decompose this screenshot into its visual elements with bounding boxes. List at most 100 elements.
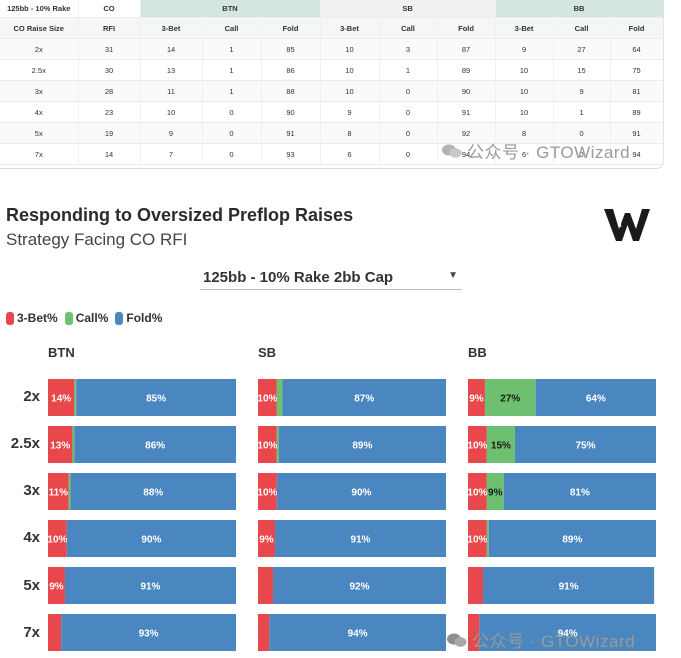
table-cell: 0	[553, 143, 611, 165]
table-cell: 9	[495, 38, 554, 60]
table-cell: 30	[78, 59, 141, 81]
bar-bb-fold-5x	[483, 567, 655, 604]
bar-sb-threebet-7x	[258, 614, 270, 651]
bar-bb-fold-2-5x	[515, 426, 656, 463]
table-group-sb: SB	[320, 0, 496, 18]
table-cell: 11	[140, 80, 203, 102]
results-table: 125bb - 10% Rake CO BTN SB BB CO Raise S…	[0, 0, 663, 165]
bar-btn-fold-5x	[64, 567, 236, 604]
scenario-dropdown[interactable]: 125bb - 10% Rake 2bb Cap ▼	[200, 265, 462, 290]
bar-sb-fold-2x	[282, 379, 446, 416]
table-col-header: Call	[379, 17, 438, 39]
bar-bb-call-2-5x	[486, 426, 515, 463]
table-cell: 10	[495, 59, 554, 81]
bar-label-bb-threebet-3x: 10%	[467, 488, 487, 499]
table-cell: 89	[437, 59, 496, 81]
table-cell: 8	[495, 122, 554, 144]
table-cell: 0	[379, 143, 438, 165]
bar-bb-call-2x	[484, 379, 536, 416]
table-cell: 4x	[0, 101, 79, 123]
table-col-header: RFI	[78, 17, 141, 39]
legend-item-call: Call%	[64, 311, 108, 325]
table-cell: 10	[495, 80, 554, 102]
table-col-header: CO Raise Size	[0, 17, 79, 39]
table-cell: 64	[610, 38, 663, 60]
bar-label-sb-fold-7x: 94%	[348, 629, 368, 640]
table-cell: 13	[140, 59, 203, 81]
chart-subtitle: Strategy Facing CO RFI	[6, 230, 188, 249]
bar-btn-fold-3x	[70, 473, 236, 510]
bar-sb-threebet-2-5x	[258, 426, 277, 463]
bar-bb-threebet-2-5x	[468, 426, 487, 463]
table-cell: 89	[610, 101, 663, 123]
table-cell: 0	[202, 122, 262, 144]
row-label-2x: 2x	[23, 388, 40, 405]
table-group-btn: BTN	[140, 0, 321, 18]
row-label-4x: 4x	[23, 529, 40, 546]
table-corner-label: 125bb - 10% Rake	[0, 0, 79, 18]
table-cell: 28	[78, 80, 141, 102]
bar-bb-threebet-2x	[468, 379, 485, 416]
table-cell: 90	[261, 101, 321, 123]
table-col-header: Fold	[610, 17, 663, 39]
legend-item-3bet: 3-Bet%	[6, 311, 58, 325]
table-cell: 1	[202, 59, 262, 81]
bar-btn-threebet-2-5x	[48, 426, 73, 463]
bar-label-bb-threebet-4x: 10%	[467, 535, 487, 546]
row-label-2-5x: 2.5x	[10, 435, 40, 452]
bar-btn-call-2-5x	[72, 426, 75, 463]
bar-label-btn-threebet-4x: 10%	[47, 535, 67, 546]
table-cell: 10	[320, 59, 380, 81]
bar-btn-threebet-7x	[48, 614, 62, 651]
table-cell: 15	[553, 59, 611, 81]
bar-label-sb-fold-4x: 91%	[350, 535, 370, 546]
table-group-bb: BB	[495, 0, 663, 18]
table-col-header: 3-Bet	[320, 17, 380, 39]
bar-bb-threebet-4x	[468, 520, 487, 557]
table-cell: 14	[78, 143, 141, 165]
bar-label-sb-fold-2x: 87%	[354, 394, 374, 405]
table-row: 2.5x 30 13 1 86 10 1 89 10 15 75	[0, 59, 663, 81]
bar-label-sb-threebet-3x: 10%	[257, 488, 277, 499]
table-cell: 10	[320, 38, 380, 60]
bar-label-btn-threebet-2-5x: 13%	[50, 441, 70, 452]
bar-label-sb-fold-5x: 92%	[350, 582, 370, 593]
bar-label-sb-threebet-2x: 10%	[257, 394, 277, 405]
legend-swatch-fold	[115, 311, 124, 325]
table-cell: 3x	[0, 80, 79, 102]
bar-label-bb-fold-2x: 64%	[586, 394, 606, 405]
scenario-dropdown-value: 125bb - 10% Rake 2bb Cap	[203, 269, 394, 286]
table-cell: 14	[140, 38, 203, 60]
table-cell: 88	[261, 80, 321, 102]
bar-label-bb-fold-2-5x: 75%	[575, 441, 595, 452]
bar-sb-fold-4x	[274, 520, 446, 557]
table-cell: 86	[261, 59, 321, 81]
table-cell: 91	[261, 122, 321, 144]
legend-label-fold: Fold%	[126, 311, 163, 325]
bar-label-bb-fold-3x: 81%	[570, 488, 590, 499]
table-co-header: CO	[78, 0, 141, 18]
chevron-down-icon[interactable]: ▼	[448, 270, 458, 281]
chart-title: Responding to Oversized Preflop Raises	[6, 205, 354, 225]
legend-label-3bet: 3-Bet%	[17, 311, 58, 325]
bar-label-sb-fold-3x: 90%	[351, 488, 371, 499]
row-label-7x: 7x	[23, 624, 40, 641]
table-cell: 5x	[0, 122, 79, 144]
table-row: 4x 23 10 0 90 9 0 91 10 1 89	[0, 101, 663, 123]
gtowizard-logo	[604, 208, 650, 241]
table-row: 2x 31 14 1 85 10 3 87 9 27 64	[0, 38, 663, 60]
table-col-header: Call	[202, 17, 262, 39]
table-cell: 90	[437, 80, 496, 102]
bar-bb-fold-4x	[488, 520, 656, 557]
bar-btn-fold-2x	[76, 379, 236, 416]
bar-label-btn-fold-2x: 85%	[146, 394, 166, 405]
bar-btn-fold-7x	[61, 614, 236, 651]
panel-title-bb: BB	[468, 345, 487, 360]
panel-title-btn: BTN	[48, 345, 75, 360]
table-cell: 31	[78, 38, 141, 60]
legend-swatch-3bet	[6, 311, 14, 325]
bar-label-bb-threebet-2x: 9%	[469, 394, 484, 405]
chart-legend: 3-Bet% Call% Fold%	[6, 310, 169, 326]
bar-btn-threebet-5x	[48, 567, 65, 604]
table-cell: 0	[553, 122, 611, 144]
